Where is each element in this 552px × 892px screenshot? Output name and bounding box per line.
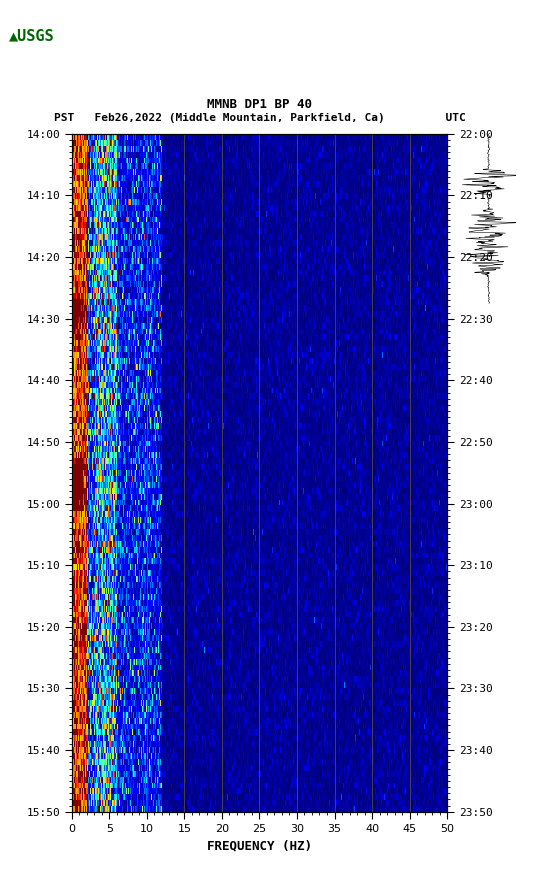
- Text: PST   Feb26,2022 (Middle Mountain, Parkfield, Ca)         UTC: PST Feb26,2022 (Middle Mountain, Parkfie…: [54, 113, 465, 123]
- Text: ▲USGS: ▲USGS: [9, 29, 55, 43]
- Text: MMNB DP1 BP 40: MMNB DP1 BP 40: [207, 98, 312, 112]
- X-axis label: FREQUENCY (HZ): FREQUENCY (HZ): [207, 839, 312, 852]
